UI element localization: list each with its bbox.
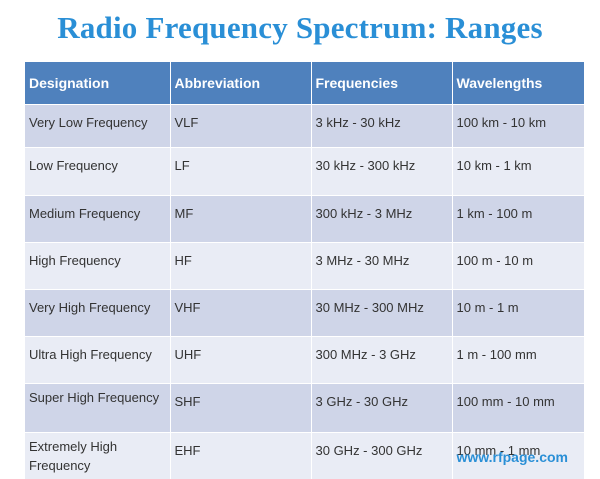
cell-wavelengths: 1 m - 100 mm	[452, 337, 584, 384]
cell-frequencies: 30 GHz - 300 GHz	[311, 433, 452, 479]
cell-designation: Super High Frequency	[25, 384, 170, 433]
cell-designation: Extremely High Frequency	[25, 433, 170, 479]
header-wavelengths: Wavelengths	[452, 62, 584, 105]
cell-wavelengths: 100 m - 10 m	[452, 243, 584, 290]
cell-frequencies: 30 MHz - 300 MHz	[311, 290, 452, 337]
cell-designation: Medium Frequency	[25, 196, 170, 243]
header-frequencies: Frequencies	[311, 62, 452, 105]
cell-abbreviation: HF	[170, 243, 311, 290]
footer-website: www.rfpage.com	[456, 449, 568, 465]
cell-designation: Very Low Frequency	[25, 105, 170, 148]
header-designation: Designation	[25, 62, 170, 105]
cell-designation: Low Frequency	[25, 148, 170, 196]
cell-abbreviation: VHF	[170, 290, 311, 337]
table-header-row: Designation Abbreviation Frequencies Wav…	[25, 62, 584, 105]
frequency-table-container: Designation Abbreviation Frequencies Wav…	[25, 62, 584, 479]
page-title: Radio Frequency Spectrum: Ranges	[0, 10, 600, 46]
cell-wavelengths: 1 km - 100 m	[452, 196, 584, 243]
cell-frequencies: 30 kHz - 300 kHz	[311, 148, 452, 196]
cell-frequencies: 300 kHz - 3 MHz	[311, 196, 452, 243]
frequency-table: Designation Abbreviation Frequencies Wav…	[25, 62, 584, 479]
cell-frequencies: 3 kHz - 30 kHz	[311, 105, 452, 148]
cell-wavelengths: 100 mm - 10 mm	[452, 384, 584, 433]
cell-abbreviation: UHF	[170, 337, 311, 384]
cell-abbreviation: MF	[170, 196, 311, 243]
cell-wavelengths: 10 km - 1 km	[452, 148, 584, 196]
cell-designation: High Frequency	[25, 243, 170, 290]
cell-designation: Very High Frequency	[25, 290, 170, 337]
cell-frequencies: 300 MHz - 3 GHz	[311, 337, 452, 384]
cell-designation: Ultra High Frequency	[25, 337, 170, 384]
cell-frequencies: 3 GHz - 30 GHz	[311, 384, 452, 433]
cell-abbreviation: EHF	[170, 433, 311, 479]
cell-frequencies: 3 MHz - 30 MHz	[311, 243, 452, 290]
cell-wavelengths: 100 km - 10 km	[452, 105, 584, 148]
cell-abbreviation: VLF	[170, 105, 311, 148]
header-abbreviation: Abbreviation	[170, 62, 311, 105]
cell-abbreviation: SHF	[170, 384, 311, 433]
cell-abbreviation: LF	[170, 148, 311, 196]
cell-wavelengths: 10 m - 1 m	[452, 290, 584, 337]
